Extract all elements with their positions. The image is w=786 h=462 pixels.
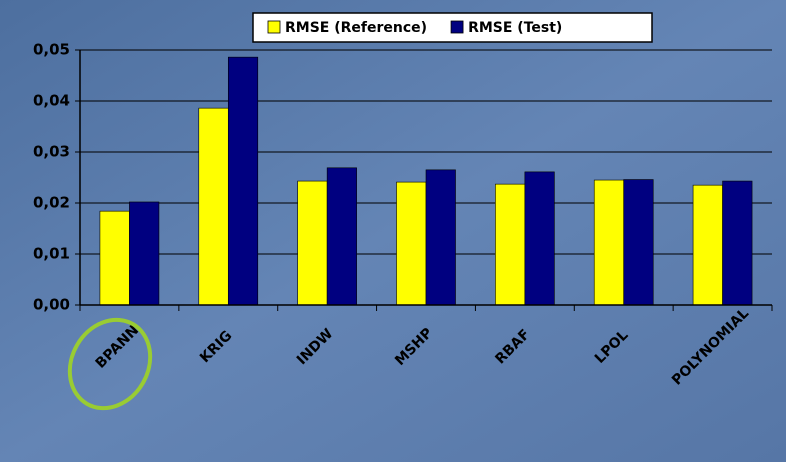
bar [297,180,328,306]
bar [623,179,654,306]
legend-label: RMSE (Reference) [285,20,427,36]
bar [198,107,229,306]
bar [326,167,357,306]
y-tick-label: 0,02 [33,194,70,212]
legend-box [252,12,653,43]
bar [425,169,456,306]
y-tick-label: 0,03 [33,143,70,161]
bar [495,183,526,306]
bar [99,210,130,306]
bar [722,180,753,306]
y-tick-label: 0,01 [33,245,70,263]
bar [129,201,160,306]
bar [692,184,723,306]
legend-swatch [450,20,464,34]
bar [227,56,259,306]
y-tick-label: 0,04 [33,92,70,110]
highlight-circle [67,317,153,411]
y-tick-label: 0,05 [33,41,70,59]
legend-swatch [267,20,281,34]
bar [593,179,625,306]
legend-label: RMSE (Test) [468,20,562,36]
bar [524,171,555,306]
bar [396,181,427,306]
y-tick-label: 0,00 [33,296,70,314]
